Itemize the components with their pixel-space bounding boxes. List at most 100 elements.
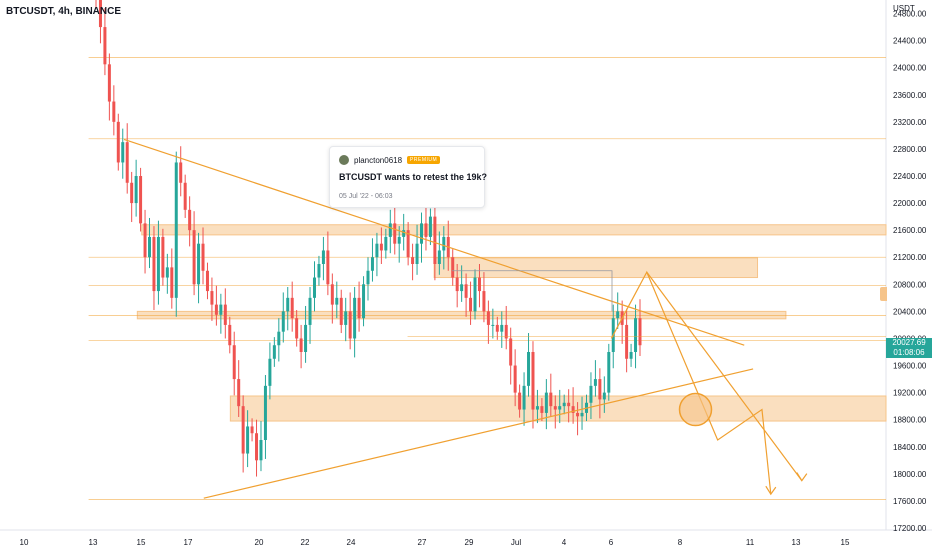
candle-body (455, 277, 459, 292)
time-tick-label: 20 (255, 538, 264, 547)
candle-body (205, 270, 209, 292)
candle-body (152, 236, 156, 292)
candle-body (197, 243, 201, 285)
candle-body (544, 392, 548, 413)
candle-body (299, 338, 303, 352)
candle-body (607, 352, 611, 393)
candle-body (549, 392, 553, 407)
candle-body (255, 433, 259, 461)
current-price-value: 20027.69 (892, 338, 926, 347)
candle-body (393, 223, 397, 244)
price-axis-bg (886, 0, 932, 550)
time-tick-label: 15 (137, 538, 146, 547)
candle-body (174, 162, 178, 298)
candle-body (411, 257, 415, 264)
candle-body (139, 176, 143, 224)
candle-body (558, 406, 562, 410)
time-tick-label: 8 (678, 538, 683, 547)
candle-body (344, 311, 348, 325)
candle-body (134, 176, 138, 204)
candle-body (486, 311, 490, 325)
zone-handle[interactable] (880, 287, 887, 301)
candle-body (397, 236, 401, 244)
candle-body (362, 284, 366, 319)
price-tick-label: 24400.00 (893, 37, 927, 46)
trend-line (123, 138, 745, 346)
author-avatar[interactable] (339, 155, 349, 165)
time-tick-label: 10 (20, 538, 29, 547)
candle-body (420, 223, 424, 244)
candle-body (214, 304, 218, 315)
candle-body (402, 230, 406, 237)
price-tick-label: 17200.00 (893, 524, 927, 533)
candle-body (116, 121, 120, 163)
price-tick-label: 17600.00 (893, 497, 927, 506)
candle-body (317, 264, 321, 278)
candle-body (451, 257, 455, 278)
projection-path (610, 270, 772, 495)
candle-body (616, 311, 620, 319)
candle-body (509, 338, 513, 366)
candle-body (219, 304, 223, 315)
time-tick-label: 4 (562, 538, 567, 547)
candle-body (130, 182, 134, 204)
candle-body (353, 297, 357, 339)
idea-title[interactable]: BTCUSDT wants to retest the 19k? (339, 172, 488, 182)
time-tick-label: 11 (746, 538, 755, 547)
candle-body (576, 412, 580, 417)
candle-body (330, 284, 334, 305)
axis-currency-label: USDT (893, 4, 915, 13)
symbol-label: BTCUSDT, 4h, BINANCE (6, 6, 122, 17)
candle-body (295, 318, 299, 339)
candle-body (183, 182, 187, 210)
candle-body (228, 324, 232, 346)
candle-body (415, 243, 419, 264)
candle-body (379, 243, 383, 251)
candle-body (237, 379, 241, 407)
author-name[interactable]: plancton0618 (354, 155, 403, 165)
price-tick-label: 22400.00 (893, 172, 927, 181)
price-tick-label: 22800.00 (893, 145, 927, 154)
candle-body (232, 345, 236, 380)
candle-body (527, 352, 531, 386)
time-tick-label: 17 (184, 538, 193, 547)
candle-body (366, 270, 370, 285)
price-tick-label: 18400.00 (893, 443, 927, 452)
candle-body (625, 324, 629, 359)
candle-body (482, 291, 486, 312)
candle-body (290, 297, 294, 319)
candle-body (339, 297, 343, 325)
candle-body (98, 0, 102, 28)
candle-body (406, 230, 410, 258)
bar-countdown: 01:08:06 (893, 348, 925, 357)
candle-body (428, 216, 432, 237)
price-tick-label: 23200.00 (893, 118, 927, 127)
time-tick-label: 13 (792, 538, 801, 547)
candle-body (598, 379, 602, 400)
candle-body (602, 392, 606, 400)
candle-body (495, 324, 499, 332)
price-tick-label: 20400.00 (893, 307, 927, 316)
price-tick-label: 22000.00 (893, 199, 927, 208)
trend-line (203, 368, 754, 499)
idea-card[interactable]: plancton0618 PREMIUM BTCUSDT wants to re… (329, 146, 488, 208)
candle-body (312, 277, 316, 298)
candle-body (589, 385, 593, 403)
candle-body (321, 250, 325, 264)
candle-body (161, 236, 165, 278)
candle-body (553, 406, 557, 410)
price-tick-label: 18000.00 (893, 470, 927, 479)
candle-body (437, 250, 441, 264)
price-tick-label: 19200.00 (893, 389, 927, 398)
idea-date: 05 Jul '22 - 06:03 (339, 193, 393, 200)
measure-box (452, 270, 613, 312)
projection-arrowhead (796, 472, 808, 482)
candle-body (304, 324, 308, 352)
price-tick-label: 20800.00 (893, 280, 927, 289)
candle-body (246, 426, 250, 454)
projection-channel-line (646, 271, 803, 481)
time-tick-label: 15 (841, 538, 850, 547)
candle-body (188, 209, 192, 231)
candle-body (433, 216, 437, 264)
